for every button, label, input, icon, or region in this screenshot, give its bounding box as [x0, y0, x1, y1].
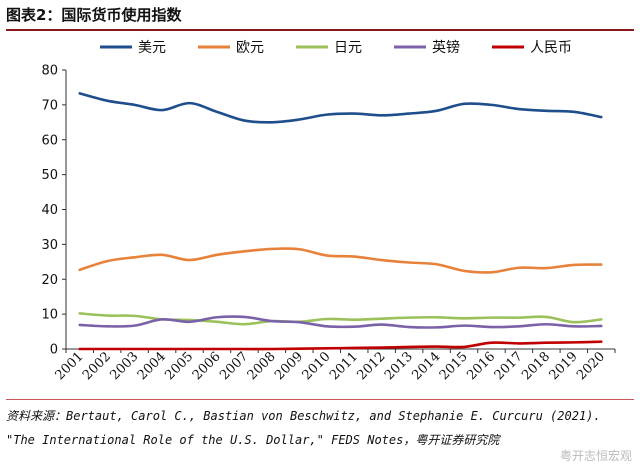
x-tick-label: 2016	[464, 349, 498, 383]
x-tick-label: 2002	[80, 349, 114, 383]
x-tick-label: 2005	[162, 349, 196, 383]
legend-label: 欧元	[236, 40, 264, 56]
x-tick-label: 2007	[217, 349, 251, 383]
legend-label: 人民币	[530, 40, 572, 56]
x-tick-label: 2004	[135, 349, 169, 383]
x-tick-label: 2015	[437, 349, 471, 383]
chart-title: 图表2：国际货币使用指数	[6, 6, 182, 24]
y-tick-label: 20	[41, 273, 58, 288]
source-line-2: "The International Role of the U.S. Doll…	[6, 433, 500, 447]
y-tick-label: 40	[41, 203, 58, 218]
y-tick-label: 60	[41, 133, 58, 148]
series-line-1	[78, 92, 603, 124]
x-tick-label: 2020	[574, 349, 608, 383]
y-tick-label: 70	[41, 98, 58, 113]
x-tick-label: 2014	[409, 349, 443, 383]
series-line-4	[78, 315, 603, 329]
x-tick-label: 2017	[492, 349, 526, 383]
series-line-5	[78, 340, 603, 351]
x-tick-label: 2009	[272, 349, 306, 383]
source-line-1: 资料来源：Bertaut, Carol C., Bastian von Besc…	[6, 409, 601, 423]
y-tick-label: 50	[41, 168, 58, 183]
y-tick-label: 10	[41, 308, 58, 323]
x-tick-label: 2008	[245, 349, 279, 383]
source-note: 资料来源：Bertaut, Carol C., Bastian von Besc…	[6, 404, 636, 452]
legend-label: 美元	[138, 40, 166, 56]
x-tick-label: 2006	[190, 349, 224, 383]
x-tick-label: 2010	[300, 349, 334, 383]
legend-label: 日元	[334, 40, 362, 56]
legend-label: 英镑	[432, 39, 460, 56]
x-tick-label: 2012	[354, 349, 388, 383]
source-divider	[6, 399, 634, 400]
line-chart: 0102030405060708020012002200320042005200…	[41, 39, 616, 383]
y-tick-label: 80	[41, 64, 58, 79]
x-tick-label: 2018	[519, 349, 553, 383]
x-tick-label: 2003	[107, 349, 141, 383]
series-line-2	[78, 247, 603, 274]
x-tick-label: 2011	[327, 349, 361, 383]
title-divider	[6, 29, 634, 31]
y-tick-label: 0	[50, 343, 58, 358]
watermark: 粤开志恒宏观	[559, 449, 632, 463]
x-tick-label: 2019	[547, 349, 581, 383]
y-tick-label: 30	[41, 238, 58, 253]
x-tick-label: 2013	[382, 349, 416, 383]
